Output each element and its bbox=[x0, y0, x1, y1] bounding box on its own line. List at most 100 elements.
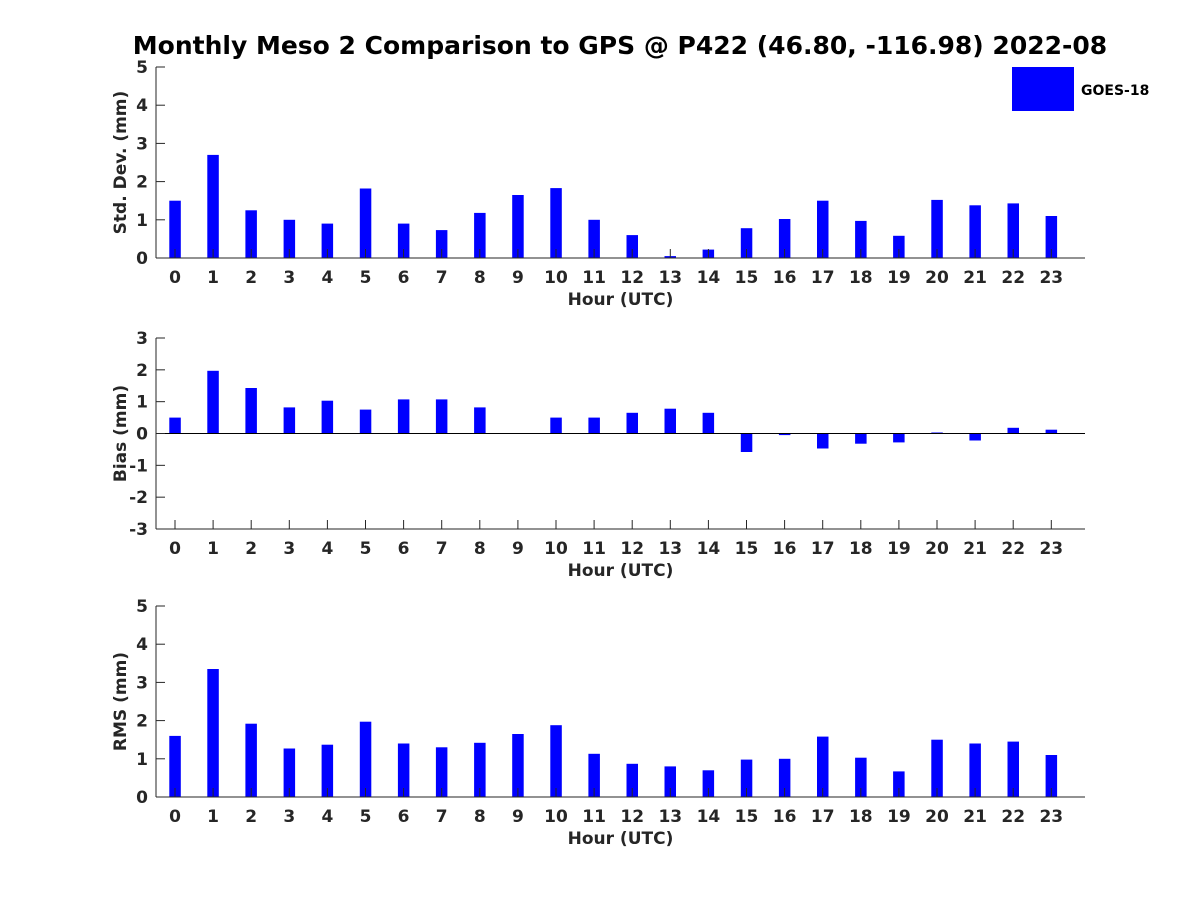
bar bbox=[207, 370, 219, 434]
bar bbox=[283, 748, 296, 797]
y-tick-label: -1 bbox=[129, 456, 148, 476]
bar bbox=[931, 739, 943, 797]
x-tick-label: 19 bbox=[887, 268, 911, 288]
y-tick-label: 1 bbox=[136, 393, 148, 413]
x-tick-label: 18 bbox=[849, 268, 873, 288]
x-tick-label: 6 bbox=[398, 539, 410, 559]
bar bbox=[626, 235, 638, 258]
y-tick-label: 2 bbox=[136, 173, 148, 193]
bar bbox=[740, 759, 753, 797]
x-tick-label: 5 bbox=[360, 539, 372, 559]
bar bbox=[435, 747, 448, 797]
bar bbox=[397, 399, 410, 434]
x-tick-label: 17 bbox=[811, 539, 835, 559]
y-tick-label: 0 bbox=[136, 249, 148, 269]
bar bbox=[474, 407, 486, 434]
bar bbox=[588, 417, 600, 434]
bar bbox=[626, 412, 638, 434]
legend: GOES-18 bbox=[1012, 67, 1149, 111]
bar bbox=[512, 195, 524, 258]
bar bbox=[969, 205, 981, 258]
x-tick-label: 21 bbox=[963, 539, 987, 559]
figure-title: Monthly Meso 2 Comparison to GPS @ P422 … bbox=[133, 31, 1107, 60]
bar bbox=[283, 407, 296, 434]
bar bbox=[245, 388, 257, 434]
x-tick-label: 7 bbox=[436, 807, 448, 827]
x-tick-label: 1 bbox=[207, 539, 219, 559]
x-tick-label: 2 bbox=[245, 268, 257, 288]
bar bbox=[207, 669, 219, 797]
x-tick-label: 3 bbox=[283, 268, 295, 288]
bar bbox=[855, 433, 867, 444]
x-tick-label: 3 bbox=[283, 539, 295, 559]
x-tick-label: 15 bbox=[735, 539, 759, 559]
bar bbox=[702, 770, 715, 797]
x-tick-label: 0 bbox=[169, 807, 181, 827]
bar bbox=[1045, 429, 1058, 434]
x-tick-label: 9 bbox=[512, 807, 524, 827]
x-tick-label: 8 bbox=[474, 539, 486, 559]
x-tick-label: 23 bbox=[1039, 268, 1063, 288]
y-tick-label: 3 bbox=[136, 673, 148, 693]
bar bbox=[817, 200, 829, 258]
bar bbox=[778, 219, 791, 258]
x-tick-label: 16 bbox=[773, 807, 797, 827]
x-tick-label: 1 bbox=[207, 268, 219, 288]
bar bbox=[550, 725, 562, 797]
y-tick-label: 2 bbox=[136, 712, 148, 732]
x-tick-label: 20 bbox=[925, 539, 949, 559]
x-tick-label: 20 bbox=[925, 268, 949, 288]
x-tick-label: 11 bbox=[582, 268, 606, 288]
bar bbox=[550, 417, 562, 434]
bar bbox=[588, 753, 600, 797]
bar bbox=[931, 199, 943, 258]
x-tick-label: 14 bbox=[697, 539, 721, 559]
bar bbox=[397, 223, 410, 258]
bar bbox=[435, 230, 448, 258]
bar bbox=[893, 235, 905, 258]
y-tick-label: 3 bbox=[136, 329, 148, 349]
x-axis-label: Hour (UTC) bbox=[568, 290, 674, 310]
x-tick-label: 10 bbox=[544, 539, 568, 559]
x-tick-label: 22 bbox=[1001, 268, 1025, 288]
x-tick-label: 12 bbox=[620, 539, 644, 559]
bar bbox=[969, 433, 981, 441]
bar bbox=[321, 223, 334, 258]
bar bbox=[435, 399, 448, 434]
bar bbox=[740, 433, 753, 452]
legend-swatch bbox=[1012, 67, 1074, 111]
x-axis-label: Hour (UTC) bbox=[568, 829, 674, 849]
y-axis-label: Bias (mm) bbox=[111, 385, 131, 482]
bar bbox=[1045, 216, 1058, 258]
bar bbox=[359, 409, 372, 434]
y-tick-label: 4 bbox=[136, 96, 148, 116]
bar bbox=[550, 188, 562, 258]
x-tick-label: 14 bbox=[697, 807, 721, 827]
x-tick-label: 2 bbox=[245, 807, 257, 827]
bar bbox=[207, 154, 219, 258]
bar bbox=[245, 210, 257, 259]
x-tick-label: 23 bbox=[1039, 539, 1063, 559]
x-tick-label: 2 bbox=[245, 539, 257, 559]
y-tick-label: -2 bbox=[129, 488, 148, 508]
x-tick-label: 15 bbox=[735, 807, 759, 827]
bar bbox=[893, 433, 905, 443]
bar bbox=[817, 433, 829, 449]
y-tick-label: 1 bbox=[136, 211, 148, 231]
x-axis-label: Hour (UTC) bbox=[568, 561, 674, 581]
y-tick-label: 3 bbox=[136, 134, 148, 154]
x-tick-label: 5 bbox=[360, 807, 372, 827]
x-tick-label: 16 bbox=[773, 268, 797, 288]
legend-label: GOES-18 bbox=[1081, 83, 1149, 99]
x-tick-label: 0 bbox=[169, 268, 181, 288]
y-tick-label: 1 bbox=[136, 750, 148, 770]
x-tick-label: 17 bbox=[811, 807, 835, 827]
bar bbox=[512, 734, 524, 797]
bar bbox=[969, 743, 981, 797]
x-tick-label: 16 bbox=[773, 539, 797, 559]
bar bbox=[321, 400, 334, 434]
bar bbox=[778, 758, 791, 797]
y-axis-label: Std. Dev. (mm) bbox=[111, 91, 131, 235]
